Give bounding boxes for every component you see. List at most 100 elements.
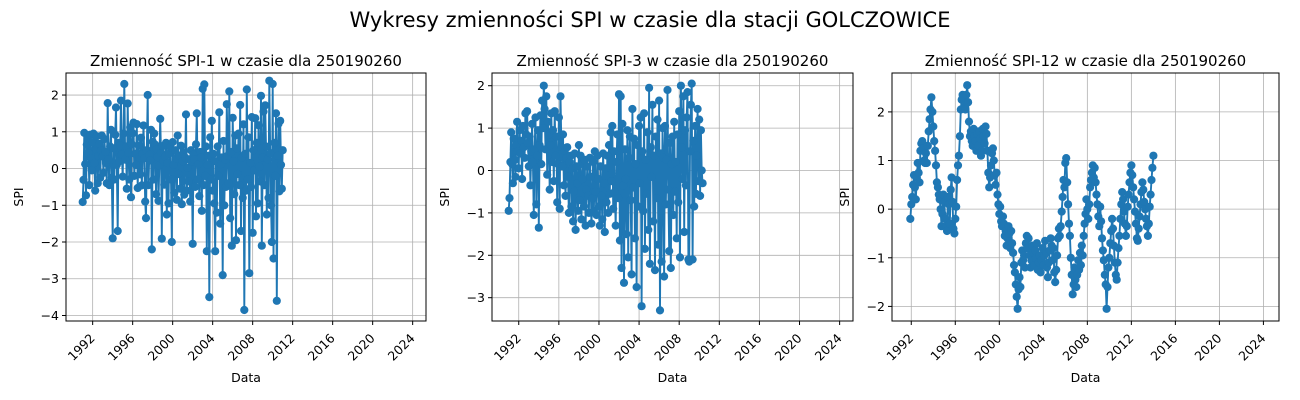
- data-point: [546, 141, 554, 149]
- data-point: [628, 270, 636, 278]
- data-point: [174, 131, 182, 139]
- data-point: [670, 118, 678, 126]
- data-point: [104, 155, 112, 163]
- data-point: [111, 131, 119, 139]
- data-point: [1008, 239, 1016, 247]
- subplot-title-spi-3: Zmienność SPI-3 w czasie dla 250190260: [517, 52, 829, 70]
- data-point: [612, 158, 620, 166]
- data-point: [610, 147, 618, 155]
- data-point: [572, 226, 580, 234]
- data-point: [665, 247, 673, 255]
- y-axis-label: SPI: [11, 187, 26, 206]
- data-point: [550, 177, 558, 185]
- data-point: [234, 170, 242, 178]
- data-point: [535, 224, 543, 232]
- data-point: [607, 177, 615, 185]
- data-point: [277, 161, 285, 169]
- y-tick-label: −1: [41, 198, 59, 213]
- data-point: [208, 117, 216, 125]
- data-point: [269, 254, 277, 262]
- data-point: [215, 108, 223, 116]
- data-point: [1062, 154, 1070, 162]
- data-point: [1103, 305, 1111, 313]
- data-point: [252, 212, 260, 220]
- data-point: [235, 181, 243, 189]
- data-point: [234, 130, 242, 138]
- data-point: [182, 110, 190, 118]
- data-point: [219, 137, 227, 145]
- data-point: [202, 142, 210, 150]
- x-tick-label: 2016: [305, 330, 338, 363]
- data-point: [241, 150, 249, 158]
- data-point: [922, 149, 930, 157]
- data-point: [953, 176, 961, 184]
- data-point: [1065, 220, 1073, 228]
- data-point: [149, 175, 157, 183]
- data-point: [648, 173, 656, 181]
- x-tick-label: 1996: [927, 330, 960, 363]
- data-point: [961, 105, 969, 113]
- data-point: [638, 147, 646, 155]
- data-point: [676, 253, 684, 261]
- data-point: [1103, 283, 1111, 291]
- data-point: [210, 199, 218, 207]
- y-tick-label: 2: [51, 88, 59, 103]
- data-point: [956, 132, 964, 140]
- data-point: [635, 122, 643, 130]
- y-axis-label: SPI: [837, 187, 852, 206]
- data-point: [929, 122, 937, 130]
- data-point: [167, 175, 175, 183]
- data-point: [189, 240, 197, 248]
- data-point: [954, 161, 962, 169]
- data-point: [658, 258, 666, 266]
- data-point: [109, 234, 117, 242]
- data-point: [1139, 186, 1147, 194]
- data-point: [1097, 217, 1105, 225]
- data-point: [631, 234, 639, 242]
- x-tick-label: 2012: [1103, 331, 1136, 364]
- data-point: [519, 122, 527, 130]
- y-tick-label: −2: [867, 299, 885, 314]
- data-point: [622, 230, 630, 238]
- data-point: [683, 88, 691, 96]
- x-tick-label: 2016: [1147, 330, 1180, 363]
- data-point: [1057, 222, 1065, 230]
- x-tick-label: 1992: [491, 331, 524, 364]
- data-point: [674, 198, 682, 206]
- data-point: [643, 190, 651, 198]
- data-point: [660, 272, 668, 280]
- data-point: [272, 109, 280, 117]
- data-point: [682, 181, 690, 189]
- data-point: [1067, 254, 1075, 262]
- data-point: [254, 121, 262, 129]
- data-point: [609, 205, 617, 213]
- data-point: [928, 108, 936, 116]
- data-point: [906, 215, 914, 223]
- data-point: [1123, 222, 1131, 230]
- data-point: [239, 120, 247, 128]
- data-point: [219, 271, 227, 279]
- data-point: [1072, 283, 1080, 291]
- data-point: [673, 234, 681, 242]
- data-point: [213, 209, 221, 217]
- data-point: [240, 306, 248, 314]
- data-point: [673, 130, 681, 138]
- data-point: [688, 80, 696, 88]
- data-point: [642, 156, 650, 164]
- data-point: [537, 160, 545, 168]
- data-point: [150, 130, 158, 138]
- data-point: [964, 98, 972, 106]
- data-point: [551, 152, 559, 160]
- data-point: [255, 163, 263, 171]
- data-point: [912, 195, 920, 203]
- data-point: [123, 185, 131, 193]
- data-point: [510, 156, 518, 164]
- data-point: [570, 188, 578, 196]
- data-point: [139, 121, 147, 129]
- data-point: [160, 181, 168, 189]
- y-tick-label: 2: [477, 78, 485, 93]
- data-point: [211, 247, 219, 255]
- data-point: [653, 116, 661, 124]
- data-point: [220, 201, 228, 209]
- data-point: [999, 212, 1007, 220]
